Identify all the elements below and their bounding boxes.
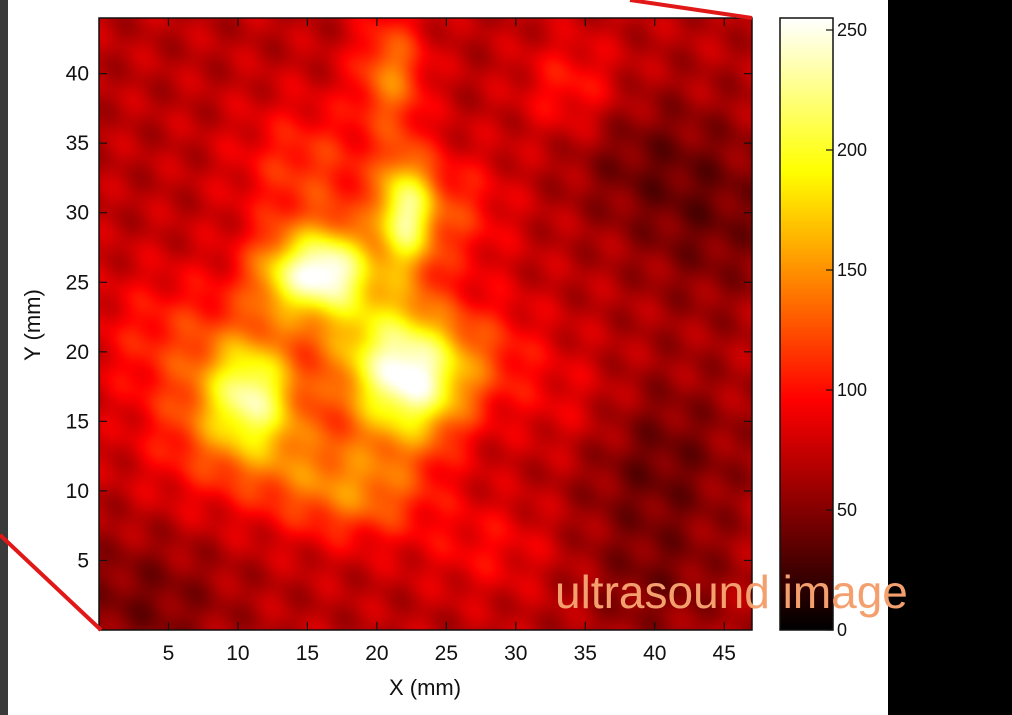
x-tick-label: 5: [163, 642, 175, 665]
colorbar-gradient: [780, 18, 833, 630]
y-tick-label: 10: [66, 480, 89, 503]
x-tick-label: 15: [296, 642, 319, 665]
colorbar-frame: [779, 17, 834, 631]
x-tick-label: 45: [713, 642, 736, 665]
x-tick-label: 30: [504, 642, 527, 665]
x-axis: 5 10 15 20 25 30 35 40 45: [163, 18, 736, 665]
y-tick-label: 20: [66, 341, 89, 364]
x-tick-label: 40: [643, 642, 666, 665]
y-tick-label: 30: [66, 202, 89, 225]
colorbar-tick-label: 250: [837, 20, 867, 40]
colorbar-axis: 0 50 100 150 200 250: [826, 20, 867, 640]
left-edge-strip: [0, 0, 8, 715]
y-tick-label: 40: [66, 63, 89, 86]
colorbar-tick-label: 0: [837, 620, 847, 640]
x-tick-label: 35: [574, 642, 597, 665]
heatmap-image: [99, 18, 752, 630]
colorbar-tick-label: 200: [837, 140, 867, 160]
y-axis-title: Y (mm): [20, 289, 45, 361]
callout-line-bottom: [0, 533, 103, 632]
plot-frame: [98, 17, 753, 631]
y-axis: 5 10 15 20 25 30 35 40: [66, 63, 752, 572]
x-tick-label: 10: [226, 642, 249, 665]
x-tick-label: 25: [435, 642, 458, 665]
colorbar-tick-label: 100: [837, 380, 867, 400]
colorbar-tick-label: 150: [837, 260, 867, 280]
callout-line-top: [629, 0, 753, 20]
colorbar-tick-label: 50: [837, 500, 857, 520]
y-tick-label: 35: [66, 132, 89, 155]
y-tick-label: 25: [66, 271, 89, 294]
y-tick-label: 5: [77, 549, 89, 572]
ultrasound-image-label: ultrasound image: [555, 566, 908, 618]
x-tick-label: 20: [365, 642, 388, 665]
y-tick-label: 15: [66, 410, 89, 433]
x-axis-title: X (mm): [389, 675, 461, 700]
